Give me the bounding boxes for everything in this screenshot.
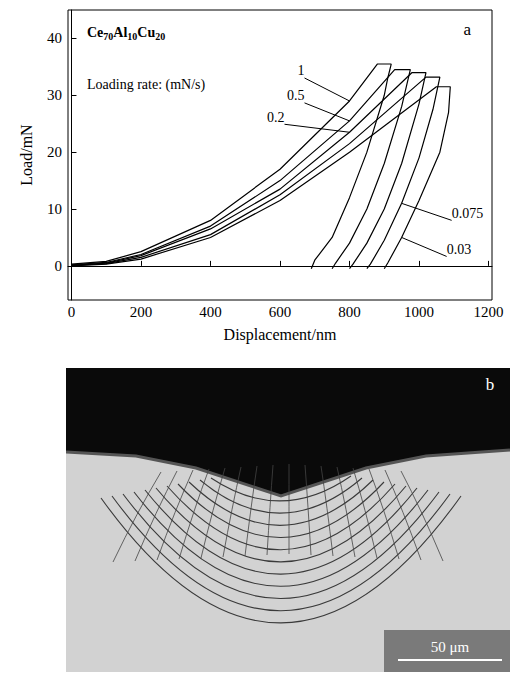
svg-text:b: b [486, 375, 495, 394]
svg-text:1: 1 [298, 63, 305, 78]
svg-text:50 μm: 50 μm [431, 639, 470, 655]
svg-text:a: a [463, 20, 471, 39]
svg-text:1000: 1000 [404, 304, 434, 320]
svg-text:0.03: 0.03 [447, 242, 472, 257]
svg-text:400: 400 [199, 304, 222, 320]
svg-text:0: 0 [55, 258, 63, 274]
svg-text:20: 20 [155, 31, 165, 42]
svg-text:10: 10 [127, 31, 137, 42]
svg-text:0.2: 0.2 [267, 110, 285, 125]
svg-text:800: 800 [338, 304, 361, 320]
svg-text:Ce: Ce [87, 25, 103, 40]
svg-text:1200: 1200 [474, 304, 504, 320]
svg-text:600: 600 [269, 304, 292, 320]
svg-text:20: 20 [47, 144, 62, 160]
svg-text:Cu: Cu [137, 25, 155, 40]
svg-text:Load/mN: Load/mN [18, 124, 35, 186]
svg-text:0.075: 0.075 [452, 206, 484, 221]
svg-text:Al: Al [113, 25, 127, 40]
svg-text:0: 0 [68, 304, 76, 320]
svg-text:200: 200 [130, 304, 153, 320]
svg-text:Loading rate: (mN/s): Loading rate: (mN/s) [87, 77, 206, 93]
svg-text:30: 30 [47, 87, 62, 103]
svg-text:0.5: 0.5 [287, 88, 305, 103]
svg-text:10: 10 [47, 201, 62, 217]
svg-text:Displacement/nm: Displacement/nm [224, 326, 337, 344]
svg-text:40: 40 [47, 30, 62, 46]
svg-text:70: 70 [103, 31, 113, 42]
